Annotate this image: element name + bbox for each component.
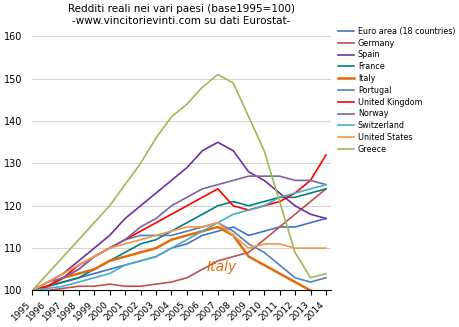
Italy <box>45 284 50 288</box>
Italy <box>91 267 97 271</box>
Text: Italy: Italy <box>207 260 237 274</box>
United Kingdom <box>91 255 97 259</box>
United Kingdom <box>106 246 112 250</box>
Greece <box>184 102 189 106</box>
United States <box>153 233 158 237</box>
Portugal <box>29 288 35 292</box>
United States <box>106 246 112 250</box>
Italy <box>122 255 128 259</box>
Norway <box>45 280 50 284</box>
Germany <box>307 199 313 203</box>
France <box>61 280 66 284</box>
Line: Greece: Greece <box>32 75 325 290</box>
Portugal <box>214 221 220 225</box>
Euro area (18 countries) <box>323 216 328 220</box>
Greece <box>106 204 112 208</box>
Germany <box>122 284 128 288</box>
Germany <box>230 255 235 259</box>
Germany <box>138 284 143 288</box>
Greece <box>323 272 328 276</box>
United Kingdom <box>246 208 251 212</box>
Euro area (18 countries) <box>153 255 158 259</box>
Italy <box>307 288 313 292</box>
United States <box>307 246 313 250</box>
United Kingdom <box>323 153 328 157</box>
France <box>214 204 220 208</box>
France <box>76 276 81 280</box>
Germany <box>91 284 97 288</box>
United Kingdom <box>307 179 313 182</box>
United Kingdom <box>291 191 297 195</box>
Germany <box>323 187 328 191</box>
Greece <box>214 73 220 77</box>
Switzerland <box>323 183 328 187</box>
United Kingdom <box>29 288 35 292</box>
Euro area (18 countries) <box>199 233 205 237</box>
Germany <box>214 259 220 263</box>
Euro area (18 countries) <box>106 267 112 271</box>
Line: Italy: Italy <box>32 227 325 295</box>
Euro area (18 countries) <box>261 229 266 233</box>
Euro area (18 countries) <box>29 288 35 292</box>
Greece <box>76 238 81 242</box>
United States <box>91 255 97 259</box>
Line: Norway: Norway <box>32 176 325 290</box>
Switzerland <box>276 195 282 199</box>
Italy <box>138 250 143 254</box>
Norway <box>61 276 66 280</box>
Portugal <box>76 267 81 271</box>
Norway <box>230 179 235 182</box>
Euro area (18 countries) <box>45 284 50 288</box>
Italy <box>276 272 282 276</box>
Germany <box>29 288 35 292</box>
Switzerland <box>168 246 174 250</box>
Spain <box>29 288 35 292</box>
United States <box>276 242 282 246</box>
United Kingdom <box>76 263 81 267</box>
Euro area (18 countries) <box>168 246 174 250</box>
Italy <box>199 229 205 233</box>
United States <box>246 246 251 250</box>
Switzerland <box>29 288 35 292</box>
Greece <box>246 115 251 119</box>
Switzerland <box>106 272 112 276</box>
United Kingdom <box>138 229 143 233</box>
Germany <box>76 284 81 288</box>
Norway <box>168 204 174 208</box>
Germany <box>199 267 205 271</box>
United Kingdom <box>122 238 128 242</box>
Title: Redditi reali nei vari paesi (base1995=100)
-www.vincitorievinti.com su dati Eur: Redditi reali nei vari paesi (base1995=1… <box>68 4 294 26</box>
United Kingdom <box>153 221 158 225</box>
United Kingdom <box>230 204 235 208</box>
United States <box>230 233 235 237</box>
Norway <box>307 179 313 182</box>
Switzerland <box>184 238 189 242</box>
Switzerland <box>291 191 297 195</box>
Norway <box>91 255 97 259</box>
Norway <box>199 187 205 191</box>
Germany <box>61 286 66 290</box>
Germany <box>106 282 112 286</box>
Euro area (18 countries) <box>214 229 220 233</box>
Switzerland <box>61 284 66 288</box>
Spain <box>214 140 220 144</box>
France <box>29 288 35 292</box>
United Kingdom <box>214 187 220 191</box>
Line: Euro area (18 countries): Euro area (18 countries) <box>32 218 325 290</box>
United Kingdom <box>168 212 174 216</box>
Italy <box>153 246 158 250</box>
Germany <box>291 212 297 216</box>
Germany <box>184 276 189 280</box>
Italy <box>184 233 189 237</box>
Germany <box>168 280 174 284</box>
Italy <box>230 233 235 237</box>
Switzerland <box>246 208 251 212</box>
Euro area (18 countries) <box>230 225 235 229</box>
Norway <box>291 179 297 182</box>
United States <box>76 263 81 267</box>
Germany <box>153 282 158 286</box>
Italy <box>246 255 251 259</box>
Greece <box>276 199 282 203</box>
France <box>106 259 112 263</box>
Italy <box>291 280 297 284</box>
